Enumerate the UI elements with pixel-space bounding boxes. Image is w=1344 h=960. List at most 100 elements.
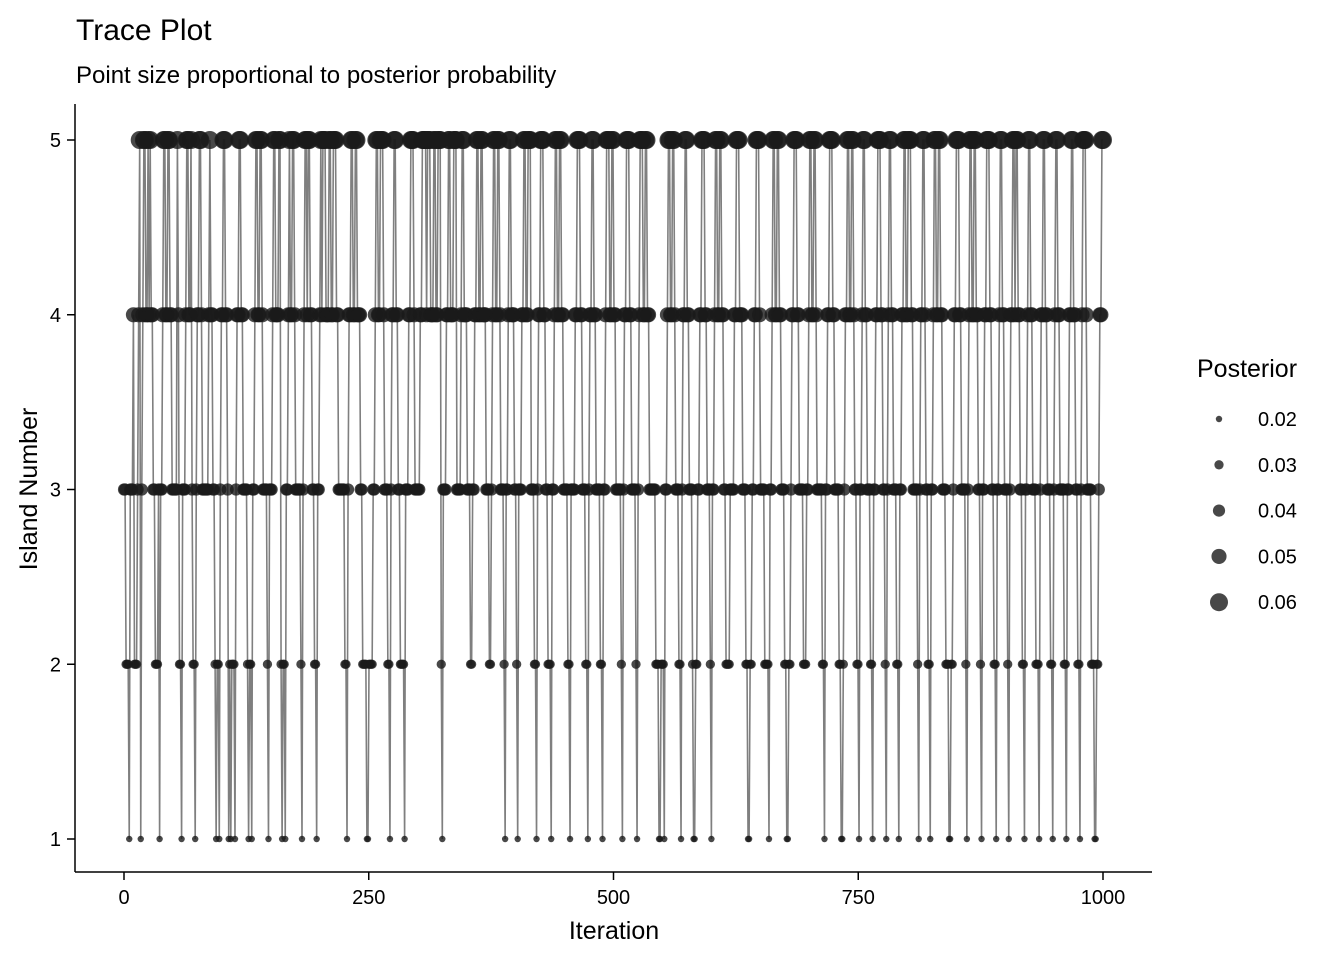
trace-point — [551, 131, 570, 149]
trace-point — [729, 131, 748, 149]
trace-point — [501, 131, 520, 149]
trace-point — [978, 835, 985, 843]
trace-point — [946, 835, 954, 843]
legend-label: 0.05 — [1258, 546, 1297, 568]
trace-point — [866, 659, 877, 669]
trace-point — [265, 483, 278, 496]
trace-point — [934, 307, 950, 323]
trace-point — [296, 483, 310, 496]
trace-point — [282, 835, 289, 843]
point-layer — [117, 131, 1112, 843]
trace-point — [200, 131, 219, 149]
trace-point — [439, 483, 452, 496]
trace-point — [691, 835, 698, 843]
trace-point — [1074, 659, 1084, 669]
trace-point — [519, 307, 535, 323]
y-axis-title: Island Number — [15, 408, 43, 571]
trace-point — [711, 131, 730, 149]
trace-point — [895, 835, 903, 843]
legend-key-circle — [1212, 504, 1226, 517]
trace-point — [961, 483, 975, 496]
trace-point — [254, 307, 270, 323]
trace-point — [675, 659, 685, 669]
x-tick-label: 500 — [597, 887, 630, 909]
legend-key-circle — [1211, 548, 1227, 564]
trace-point — [141, 131, 160, 149]
trace-point — [262, 659, 273, 669]
trace-point — [938, 483, 951, 496]
trace-point — [386, 131, 405, 149]
legend-entries: 0.02 0.03 0.04 0.05 0.06 — [1210, 409, 1297, 614]
legend-label: 0.04 — [1258, 501, 1297, 523]
trace-point — [746, 659, 756, 669]
trace-point — [189, 659, 199, 669]
trace-point — [599, 835, 606, 843]
trace-point — [582, 659, 592, 669]
trace-point — [660, 483, 673, 496]
trace-point — [152, 659, 163, 669]
trace-point — [677, 131, 696, 149]
trace-point — [822, 131, 841, 149]
trace-point — [1092, 483, 1105, 496]
trace-point — [564, 659, 574, 669]
trace-point — [708, 835, 715, 843]
trace-point — [1092, 835, 1099, 843]
trace-point — [401, 835, 408, 843]
trace-point — [1018, 659, 1029, 669]
trace-point — [368, 483, 381, 496]
trace-point — [893, 659, 903, 669]
trace-point — [787, 131, 806, 149]
trace-point — [769, 131, 788, 149]
trace-point — [790, 307, 806, 323]
trace-point — [993, 835, 1000, 843]
trace-point — [1047, 131, 1066, 149]
trace-point — [137, 835, 144, 843]
trace-point — [175, 659, 186, 669]
trace-point — [632, 483, 645, 496]
trace-point — [808, 307, 824, 323]
trace-point — [641, 307, 657, 323]
trace-point — [514, 483, 527, 496]
trace-point — [801, 483, 814, 496]
trace-point — [838, 659, 848, 669]
trace-point — [1051, 307, 1067, 323]
trace-point — [784, 835, 792, 843]
trace-point — [1033, 659, 1043, 669]
trace-point — [869, 835, 876, 843]
trace-point — [1093, 307, 1109, 323]
trace-point — [680, 307, 696, 323]
trace-point — [296, 659, 306, 669]
trace-point — [707, 483, 720, 496]
trace-point — [341, 483, 355, 496]
trace-point — [975, 659, 986, 669]
trace-point — [485, 483, 498, 496]
trace-point — [806, 131, 825, 149]
trace-point — [367, 659, 377, 669]
trace-point — [1084, 483, 1097, 496]
trace-point — [548, 835, 555, 843]
trace-point — [466, 659, 477, 669]
trace-point — [800, 659, 811, 669]
y-tick-label: 5 — [50, 130, 61, 152]
trace-point — [990, 659, 1000, 669]
trace-point — [598, 483, 611, 496]
trace-point — [131, 659, 142, 669]
trace-point — [658, 659, 668, 669]
legend-label: 0.03 — [1258, 455, 1297, 477]
trace-point — [763, 659, 773, 669]
y-tick-label: 4 — [50, 305, 61, 327]
trace-point — [715, 307, 731, 323]
trace-point — [745, 835, 753, 843]
trace-point — [926, 483, 939, 496]
trace-point — [352, 307, 368, 323]
trace-point — [514, 835, 521, 843]
trace-point — [326, 131, 345, 149]
y-axis-ticks: 1 2 3 4 5 — [50, 130, 75, 851]
trace-point — [880, 659, 890, 669]
trace-point — [312, 483, 325, 496]
trace-point — [343, 835, 351, 843]
trace-point — [155, 483, 168, 496]
trace-point — [126, 835, 133, 843]
trace-point — [868, 483, 881, 496]
